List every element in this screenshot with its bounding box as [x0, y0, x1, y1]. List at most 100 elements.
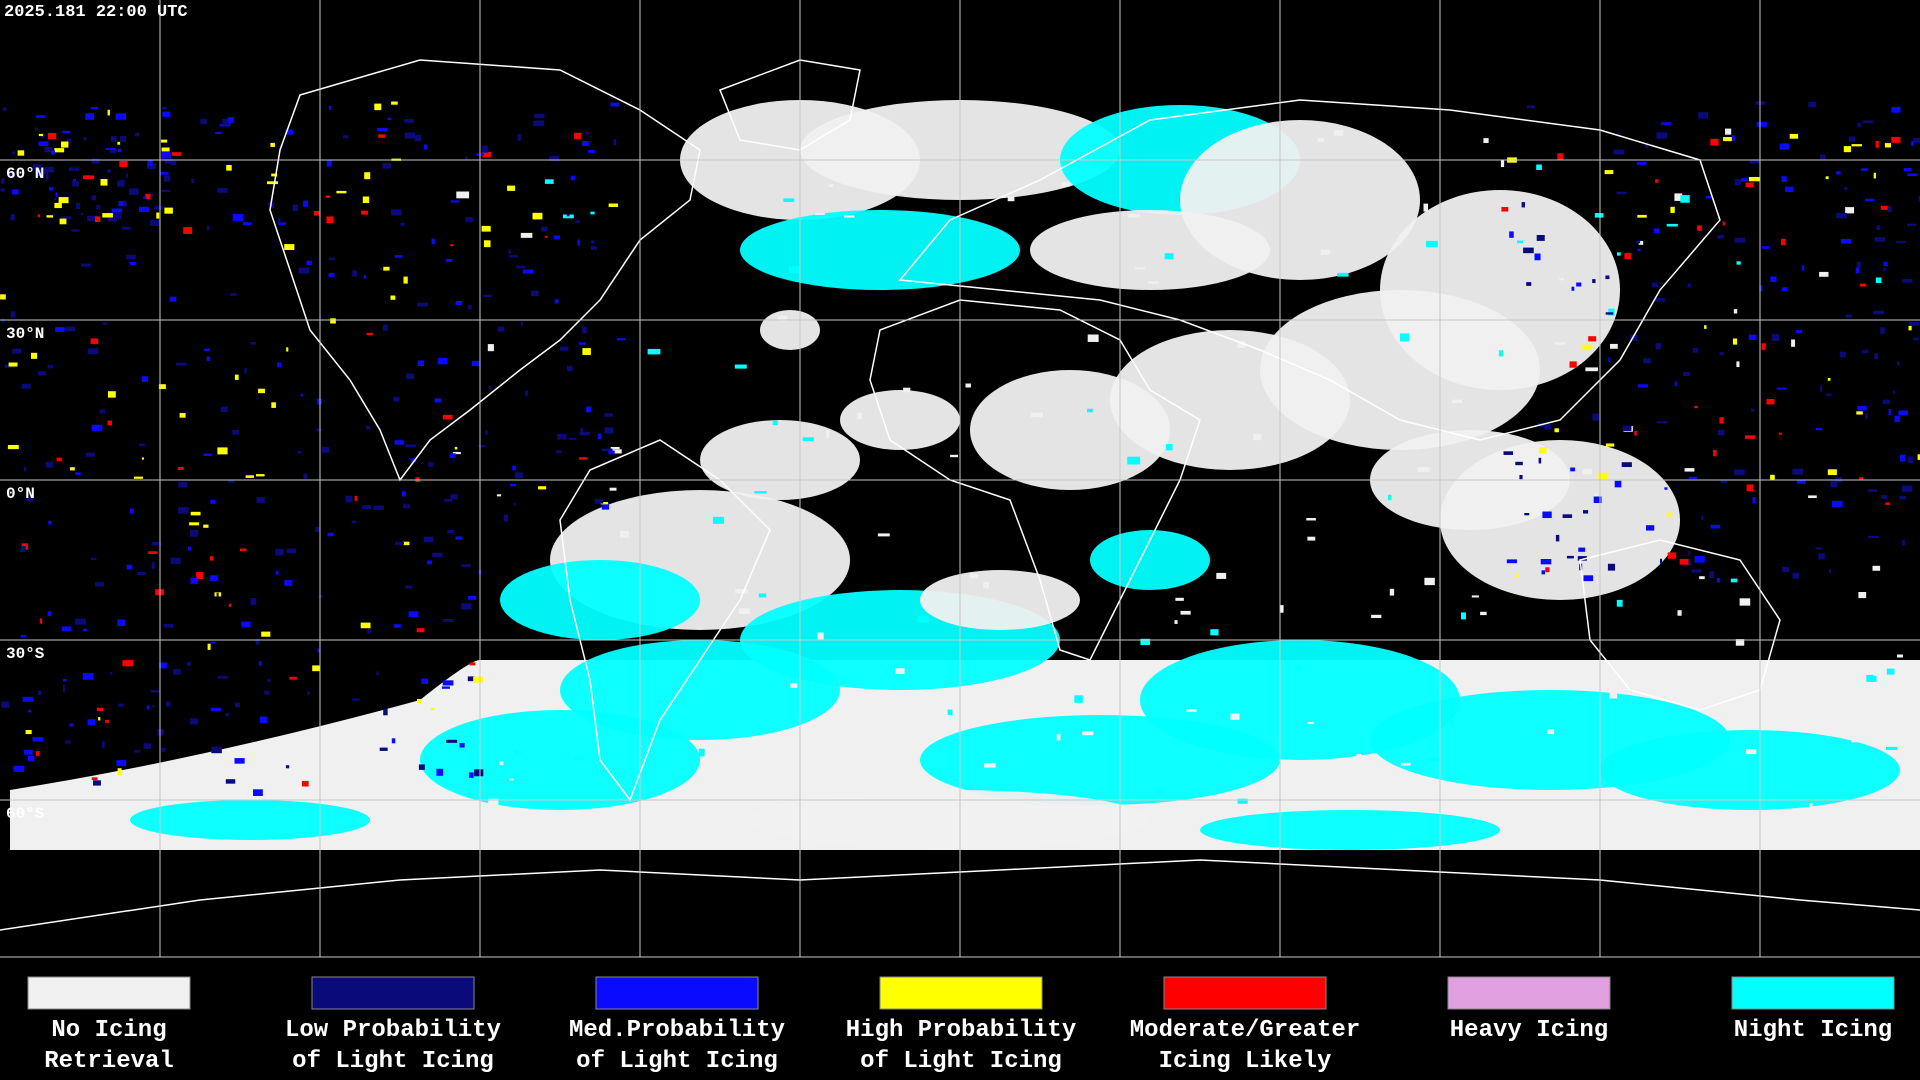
cloud-fleck [1819, 271, 1829, 277]
icing-speck [1503, 451, 1514, 455]
cloud-fleck [1414, 717, 1425, 720]
legend-swatch [27, 976, 191, 1010]
icing-speck [585, 131, 589, 135]
icing-speck [21, 383, 31, 389]
icing-speck [1778, 432, 1782, 435]
icing-speck [1874, 237, 1886, 242]
icing-speck [59, 218, 67, 225]
icing-speck [1839, 351, 1846, 358]
icing-speck [1687, 283, 1691, 288]
cloud-fleck [1872, 565, 1881, 571]
icing-speck [557, 434, 567, 440]
icing-speck [82, 673, 94, 680]
icing-speck [154, 206, 163, 210]
icing-speck [1501, 207, 1509, 212]
cloud-fleck [1094, 158, 1107, 163]
icing-speck [1582, 344, 1593, 350]
icing-speck [259, 661, 262, 666]
cloud-fleck [1320, 249, 1331, 255]
icing-speck [9, 173, 16, 178]
icing-speck [11, 189, 19, 195]
icing-speck [1827, 469, 1837, 476]
icing-speck [87, 215, 98, 222]
icing-speck [1698, 112, 1708, 119]
cloud-fleck [817, 632, 824, 640]
icing-speck [417, 699, 422, 703]
icing-speck [1655, 343, 1661, 350]
cloud-fleck [590, 211, 595, 215]
icing-speck [259, 716, 268, 723]
icing-speck [1836, 212, 1847, 219]
icing-speck [318, 594, 323, 599]
icing-speck [317, 648, 321, 653]
icing-speck [285, 129, 294, 135]
icing-speck [597, 433, 602, 440]
icing-speck [1701, 515, 1704, 521]
icing-speck [86, 452, 95, 457]
icing-speck [362, 196, 370, 204]
icing-speck [203, 453, 213, 457]
icing-speck [1694, 556, 1705, 563]
cloud-fleck [895, 668, 905, 675]
cloud-fleck [856, 412, 862, 420]
cloud-fleck [698, 748, 705, 757]
icing-speck [541, 226, 548, 232]
icing-speck [1542, 511, 1552, 519]
icing-speck [1749, 159, 1761, 164]
icing-speck [136, 571, 146, 575]
icing-speck [1880, 495, 1888, 499]
icing-speck [54, 148, 65, 153]
cloud-fleck [903, 773, 917, 779]
cloud-fleck [917, 615, 929, 623]
icing-speck [115, 113, 127, 120]
cloud-fleck [1174, 620, 1178, 624]
icing-speck [107, 109, 110, 116]
icing-speck [164, 157, 173, 164]
icing-speck [62, 679, 67, 682]
cloud-fleck [1064, 708, 1069, 716]
icing-speck [217, 447, 228, 455]
icing-speck [101, 741, 105, 749]
icing-speck [69, 723, 74, 727]
icing-speck [71, 229, 80, 232]
icing-speck [591, 240, 594, 244]
icing-speck [315, 526, 320, 532]
icing-speck [1826, 393, 1832, 396]
icing-speck [232, 214, 244, 221]
icing-speck [1748, 177, 1760, 182]
icing-speck [217, 676, 228, 679]
icing-speck [292, 204, 298, 212]
icing-speck [566, 365, 573, 372]
icing-speck [47, 611, 52, 617]
cloud-fleck [647, 348, 661, 355]
icing-speck [187, 546, 192, 551]
icing-speck [1818, 553, 1825, 560]
icing-speck [70, 467, 75, 471]
icing-speck [1873, 310, 1884, 315]
cloud-fleck [1307, 721, 1314, 724]
cloud-fleck [1733, 309, 1738, 314]
icing-speck [594, 498, 604, 504]
cloud-fleck [609, 487, 617, 491]
icing-speck [1761, 246, 1770, 249]
icing-speck [468, 772, 474, 778]
icing-speck [1614, 480, 1622, 488]
icing-speck [278, 222, 287, 225]
icing-speck [1856, 411, 1863, 415]
icing-speck [1637, 214, 1647, 218]
cloud-blob [750, 790, 1150, 850]
icing-speck [217, 187, 228, 193]
icing-speck [2, 107, 7, 111]
cloud-fleck [1087, 408, 1093, 413]
icing-speck [1880, 327, 1885, 334]
cloud-fleck [1866, 674, 1877, 682]
icing-speck [147, 160, 153, 167]
icing-speck [170, 557, 181, 564]
icing-speck [467, 676, 476, 682]
icing-speck [108, 391, 116, 398]
icing-speck [608, 203, 619, 207]
eurasia-outline [898, 99, 1721, 441]
cloud-fleck [1483, 138, 1489, 143]
icing-speck [379, 267, 382, 271]
icing-speck [378, 134, 386, 138]
